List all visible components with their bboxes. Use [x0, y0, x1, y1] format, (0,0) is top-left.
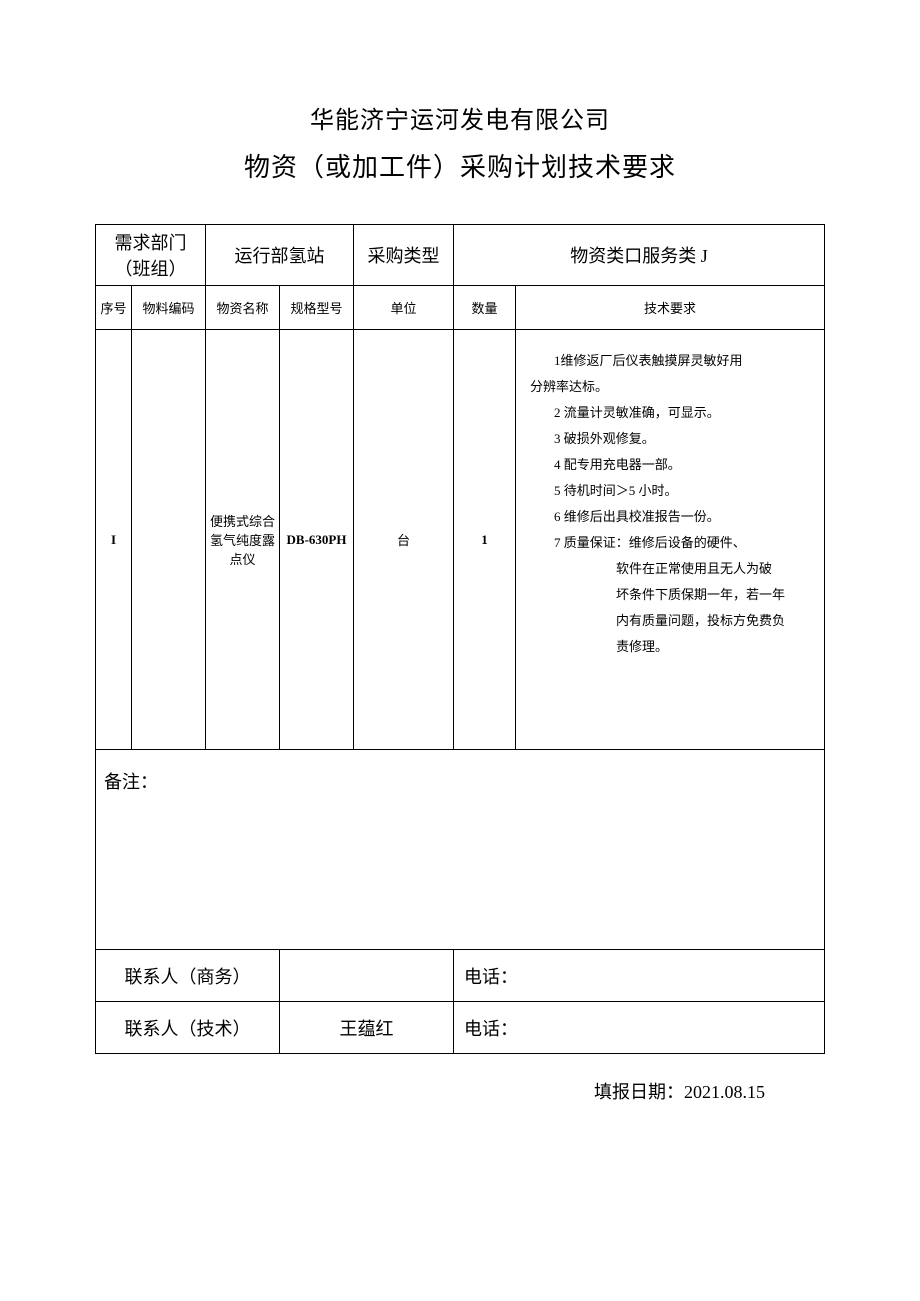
cell-material-code [132, 330, 206, 750]
fill-date-label: 填报日期： [594, 1082, 684, 1102]
tech-line: 软件在正常使用且无人为破 [530, 556, 814, 582]
document-title: 物资（或加工件）采购计划技术要求 [95, 147, 825, 184]
contact-tech-row: 联系人（技术） 王蕴红 电话： [96, 1002, 825, 1054]
col-material-name: 物资名称 [206, 286, 280, 330]
cell-tech-req: 1维修返厂后仪表触摸屏灵敏好用 分辨率达标。 2 流量计灵敏准确，可显示。 3 … [516, 330, 825, 750]
tech-line: 7 质量保证：维修后设备的硬件、 [530, 530, 814, 556]
data-row: I 便携式综合氢气纯度露点仪 DB-630PH 台 1 1维修返厂后仪表触摸屏灵… [96, 330, 825, 750]
col-material-code: 物料编码 [132, 286, 206, 330]
tech-line: 责修理。 [530, 634, 814, 660]
contact-business-phone: 电话： [454, 950, 825, 1002]
cell-qty: 1 [454, 330, 516, 750]
remark-cell: 备注： [96, 750, 825, 950]
contact-tech-phone: 电话： [454, 1002, 825, 1054]
header-row: 需求部门（班组） 运行部氢站 采购类型 物资类口服务类 J [96, 225, 825, 286]
fill-date: 填报日期：2021.08.15 [95, 1078, 825, 1104]
contact-business-label: 联系人（商务） [96, 950, 280, 1002]
col-qty: 数量 [454, 286, 516, 330]
tech-line: 6 维修后出具校准报告一份。 [530, 504, 814, 530]
contact-tech-name: 王蕴红 [280, 1002, 454, 1054]
contact-business-name [280, 950, 454, 1002]
dept-label: 需求部门（班组） [96, 225, 206, 286]
dept-value: 运行部氢站 [206, 225, 354, 286]
remark-row: 备注： [96, 750, 825, 950]
tech-line: 3 破损外观修复。 [530, 426, 814, 452]
tech-line: 分辨率达标。 [530, 374, 814, 400]
column-header-row: 序号 物料编码 物资名称 规格型号 单位 数量 技术要求 [96, 286, 825, 330]
title-block: 华能济宁运河发电有限公司 物资（或加工件）采购计划技术要求 [95, 100, 825, 184]
cell-unit: 台 [354, 330, 454, 750]
procurement-table: 需求部门（班组） 运行部氢站 采购类型 物资类口服务类 J 序号 物料编码 物资… [95, 224, 825, 1054]
cell-material-name: 便携式综合氢气纯度露点仪 [206, 330, 280, 750]
cell-spec: DB-630PH [280, 330, 354, 750]
col-spec: 规格型号 [280, 286, 354, 330]
contact-tech-label: 联系人（技术） [96, 1002, 280, 1054]
tech-line: 2 流量计灵敏准确，可显示。 [530, 400, 814, 426]
col-seq: 序号 [96, 286, 132, 330]
purchase-type-label: 采购类型 [354, 225, 454, 286]
tech-line: 4 配专用充电器一部。 [530, 452, 814, 478]
purchase-type-value: 物资类口服务类 J [454, 225, 825, 286]
col-unit: 单位 [354, 286, 454, 330]
company-title: 华能济宁运河发电有限公司 [95, 100, 825, 135]
tech-line: 内有质量问题，投标方免费负 [530, 608, 814, 634]
tech-line: 1维修返厂后仪表触摸屏灵敏好用 [530, 348, 814, 374]
col-tech-req: 技术要求 [516, 286, 825, 330]
tech-line: 坏条件下质保期一年，若一年 [530, 582, 814, 608]
fill-date-value: 2021.08.15 [684, 1082, 765, 1102]
contact-business-row: 联系人（商务） 电话： [96, 950, 825, 1002]
tech-line: 5 待机时间＞5 小时。 [530, 478, 814, 504]
cell-seq: I [96, 330, 132, 750]
